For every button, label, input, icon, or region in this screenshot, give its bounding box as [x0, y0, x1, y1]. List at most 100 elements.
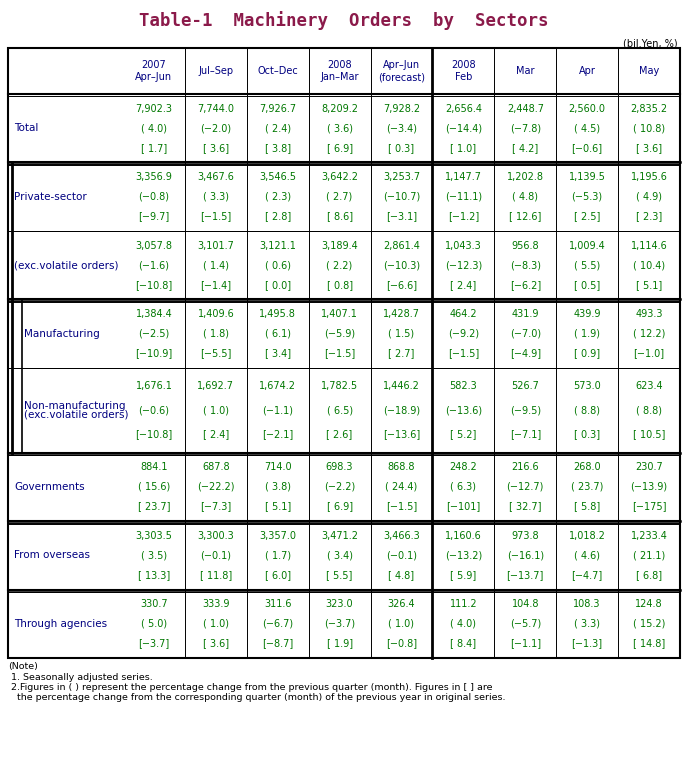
Text: ( 1.4): ( 1.4) — [203, 260, 229, 270]
Text: ( 4.6): ( 4.6) — [574, 550, 600, 561]
Text: ( 2.7): ( 2.7) — [327, 192, 353, 201]
Text: 2008
Jan–Mar: 2008 Jan–Mar — [321, 60, 359, 82]
Text: (−0.6): (−0.6) — [138, 405, 169, 415]
Text: [ 2.8]: [ 2.8] — [265, 211, 291, 221]
Text: [−4.9]: [−4.9] — [510, 348, 541, 358]
Text: [−5.5]: [−5.5] — [200, 348, 232, 358]
Text: ( 15.2): ( 15.2) — [633, 619, 665, 629]
Text: (−2.5): (−2.5) — [138, 329, 169, 339]
Text: [ 2.3]: [ 2.3] — [636, 211, 662, 221]
Text: [ 4.2]: [ 4.2] — [512, 142, 539, 152]
Text: (bil.Yen, %): (bil.Yen, %) — [623, 38, 678, 48]
Text: 3,303.5: 3,303.5 — [136, 531, 173, 541]
Text: 1,428.7: 1,428.7 — [383, 309, 420, 319]
Text: [−3.7]: [−3.7] — [138, 638, 169, 648]
Text: 111.2: 111.2 — [449, 599, 477, 609]
Text: Private-sector: Private-sector — [14, 192, 87, 201]
Text: 1,495.8: 1,495.8 — [259, 309, 296, 319]
Text: 1,009.4: 1,009.4 — [569, 241, 605, 250]
Text: 973.8: 973.8 — [511, 531, 539, 541]
Text: ( 3.3): ( 3.3) — [203, 192, 229, 201]
Text: 333.9: 333.9 — [202, 599, 230, 609]
Text: 108.3: 108.3 — [573, 599, 601, 609]
Text: (−11.1): (−11.1) — [445, 192, 482, 201]
Text: 464.2: 464.2 — [449, 309, 477, 319]
Text: Manufacturing: Manufacturing — [24, 329, 100, 339]
Text: (−1.1): (−1.1) — [262, 405, 293, 415]
Text: (−5.7): (−5.7) — [510, 619, 541, 629]
Text: ( 6.3): ( 6.3) — [451, 482, 476, 492]
Text: [−7.1]: [−7.1] — [510, 430, 541, 440]
Text: ( 3.5): ( 3.5) — [141, 550, 167, 561]
Text: 2.Figures in ( ) represent the percentage change from the previous quarter (mont: 2.Figures in ( ) represent the percentag… — [8, 683, 493, 692]
Text: 1,147.7: 1,147.7 — [445, 172, 482, 182]
Text: 3,101.7: 3,101.7 — [197, 241, 235, 250]
Text: [ 14.8]: [ 14.8] — [633, 638, 665, 648]
Text: 868.8: 868.8 — [388, 463, 416, 473]
Text: [−1.1]: [−1.1] — [510, 638, 541, 648]
Text: 3,057.8: 3,057.8 — [136, 241, 173, 250]
Text: 431.9: 431.9 — [511, 309, 539, 319]
Text: (−0.1): (−0.1) — [200, 550, 231, 561]
Text: ( 21.1): ( 21.1) — [633, 550, 665, 561]
Text: ( 3.8): ( 3.8) — [265, 482, 291, 492]
Text: (−12.7): (−12.7) — [506, 482, 544, 492]
Text: (−22.2): (−22.2) — [197, 482, 235, 492]
Text: ( 4.5): ( 4.5) — [574, 123, 600, 133]
Text: [−13.7]: [−13.7] — [506, 570, 544, 580]
Text: (exc.volatile orders): (exc.volatile orders) — [14, 260, 118, 270]
Text: (−9.5): (−9.5) — [510, 405, 541, 415]
Text: 323.0: 323.0 — [326, 599, 354, 609]
Text: (−9.2): (−9.2) — [448, 329, 479, 339]
Text: 1,674.2: 1,674.2 — [259, 381, 297, 391]
Text: [ 0.3]: [ 0.3] — [389, 142, 415, 152]
Text: Total: Total — [14, 123, 39, 133]
Text: ( 10.4): ( 10.4) — [633, 260, 665, 270]
Text: (−5.3): (−5.3) — [572, 192, 603, 201]
Text: [ 0.8]: [ 0.8] — [327, 280, 353, 290]
Text: ( 6.5): ( 6.5) — [327, 405, 353, 415]
Text: ( 8.8): ( 8.8) — [636, 405, 662, 415]
Text: (−8.3): (−8.3) — [510, 260, 541, 270]
Text: May: May — [639, 66, 659, 76]
Text: [ 3.6]: [ 3.6] — [203, 142, 229, 152]
Text: (Note): (Note) — [8, 662, 38, 671]
Text: [ 5.1]: [ 5.1] — [636, 280, 662, 290]
Text: [ 5.1]: [ 5.1] — [265, 502, 291, 512]
Text: 104.8: 104.8 — [511, 599, 539, 609]
Text: 7,744.0: 7,744.0 — [197, 103, 235, 113]
Text: ( 23.7): ( 23.7) — [571, 482, 603, 492]
Text: (−10.7): (−10.7) — [383, 192, 420, 201]
Text: 3,121.1: 3,121.1 — [259, 241, 296, 250]
Text: (−3.4): (−3.4) — [386, 123, 417, 133]
Text: 330.7: 330.7 — [140, 599, 168, 609]
Text: 2,835.2: 2,835.2 — [630, 103, 667, 113]
Text: From overseas: From overseas — [14, 550, 90, 561]
Text: [ 5.5]: [ 5.5] — [326, 570, 353, 580]
Text: (−7.8): (−7.8) — [510, 123, 541, 133]
Text: (−1.6): (−1.6) — [138, 260, 169, 270]
Text: 7,926.7: 7,926.7 — [259, 103, 297, 113]
Text: 7,902.3: 7,902.3 — [136, 103, 173, 113]
Text: [ 4.8]: [ 4.8] — [389, 570, 415, 580]
Text: Through agencies: Through agencies — [14, 619, 107, 629]
Text: [ 3.6]: [ 3.6] — [203, 638, 229, 648]
Text: 1,446.2: 1,446.2 — [383, 381, 420, 391]
Text: (−5.9): (−5.9) — [324, 329, 355, 339]
Text: [−10.9]: [−10.9] — [136, 348, 173, 358]
Text: 311.6: 311.6 — [264, 599, 292, 609]
Text: [−1.5]: [−1.5] — [324, 348, 355, 358]
Text: [−1.5]: [−1.5] — [386, 502, 417, 512]
Text: 2,448.7: 2,448.7 — [507, 103, 544, 113]
Text: [−10.8]: [−10.8] — [136, 430, 173, 440]
Text: Table-1  Machinery  Orders  by  Sectors: Table-1 Machinery Orders by Sectors — [139, 11, 549, 31]
Text: ( 15.6): ( 15.6) — [138, 482, 170, 492]
Text: [−7.3]: [−7.3] — [200, 502, 231, 512]
Text: [ 0.9]: [ 0.9] — [574, 348, 600, 358]
Text: [ 2.4]: [ 2.4] — [203, 430, 229, 440]
Text: 1,139.5: 1,139.5 — [569, 172, 605, 182]
Text: [−2.1]: [−2.1] — [262, 430, 293, 440]
Text: 3,300.3: 3,300.3 — [197, 531, 234, 541]
Text: ( 12.2): ( 12.2) — [633, 329, 665, 339]
Text: [ 5.8]: [ 5.8] — [574, 502, 601, 512]
